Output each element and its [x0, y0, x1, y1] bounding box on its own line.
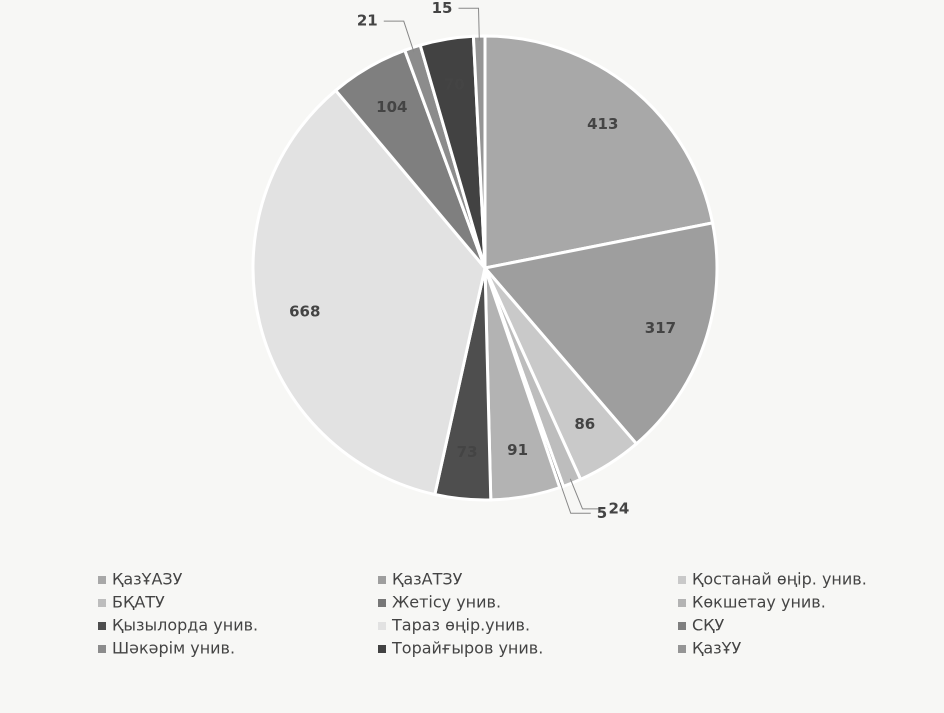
legend-swatch [378, 599, 386, 607]
legend-swatch [98, 576, 106, 584]
legend-swatch [678, 599, 686, 607]
legend-swatch [98, 622, 106, 630]
data-label: 668 [289, 303, 320, 321]
legend-label: ҚазАТЗУ [392, 570, 463, 589]
data-label: 24 [608, 499, 629, 517]
legend-swatch [98, 599, 106, 607]
legend-label: Шәкәрім унив. [112, 639, 235, 658]
leader-line [569, 478, 603, 510]
legend-label: Тараз өңір.унив. [391, 616, 530, 635]
legend-label: Қызылорда унив. [112, 616, 258, 635]
pie-slice [251, 88, 487, 497]
legend-label: ҚазҰУ [692, 639, 741, 658]
data-label: 317 [645, 319, 676, 337]
pie-slice [483, 34, 715, 270]
leader-line [559, 482, 591, 514]
data-label: 104 [376, 98, 407, 116]
data-label: 86 [574, 415, 595, 433]
legend-swatch [678, 645, 686, 653]
legend-swatch [678, 576, 686, 584]
legend-swatch [378, 645, 386, 653]
legend-label: Қостанай өңір. унив. [692, 570, 867, 589]
data-label: 21 [357, 12, 378, 30]
legend-label: Торайғыров унив. [391, 639, 543, 658]
legend-swatch [378, 576, 386, 584]
legend-swatch [378, 622, 386, 630]
leader-line [383, 20, 415, 53]
legend-label: Көкшетау унив. [692, 593, 826, 612]
data-label: 413 [587, 115, 618, 133]
data-label: 15 [432, 0, 453, 17]
legend-label: БҚАТУ [112, 593, 165, 612]
legend-swatch [678, 622, 686, 630]
data-label: 5 [597, 504, 607, 522]
legend-label: СҚУ [692, 616, 725, 635]
legend-label: ҚазҰАЗУ [112, 570, 183, 589]
data-label: 70 [444, 75, 465, 93]
legend-label: Жетісу унив. [392, 593, 501, 612]
data-label: 91 [507, 441, 528, 459]
legend-swatch [98, 645, 106, 653]
pie-slice [482, 221, 719, 446]
data-label: 73 [457, 443, 478, 461]
leader-line [458, 7, 480, 41]
